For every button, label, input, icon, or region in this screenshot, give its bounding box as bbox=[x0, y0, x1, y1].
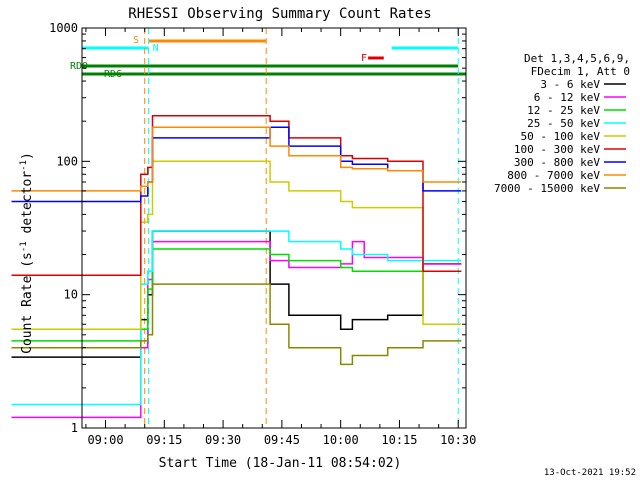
x-tick-label: 10:30 bbox=[440, 433, 476, 447]
interval-label-rd6: RD6 bbox=[104, 69, 122, 80]
y-tick-label: 10 bbox=[64, 288, 78, 302]
legend-entry-label: 100 - 300 keV bbox=[514, 143, 600, 156]
x-tick-label: 09:15 bbox=[146, 433, 182, 447]
legend: Det 1,3,4,5,6,9,FDecim 1, Att 03 - 6 keV… bbox=[494, 52, 630, 195]
series-line bbox=[11, 248, 462, 342]
y-axis-label: Count Rate (s-1 detector-1) bbox=[19, 152, 35, 354]
interval-label-s: S bbox=[133, 35, 139, 46]
x-axis-label: Start Time (18-Jan-11 08:54:02) bbox=[159, 456, 402, 471]
y-tick-label: 100 bbox=[56, 154, 78, 168]
series-line bbox=[11, 230, 462, 406]
legend-header-line: Det 1,3,4,5,6,9, bbox=[524, 52, 630, 65]
interval-label-f: F bbox=[361, 53, 367, 64]
legend-header-line: FDecim 1, Att 0 bbox=[531, 65, 630, 78]
plot-frame bbox=[81, 27, 467, 429]
series-line bbox=[11, 126, 462, 192]
interval-label-n: N bbox=[153, 43, 159, 54]
x-tick-label: 09:30 bbox=[205, 433, 241, 447]
y-tick-label: 1000 bbox=[49, 21, 78, 35]
series-line bbox=[11, 160, 462, 331]
x-tick-label: 10:15 bbox=[381, 433, 417, 447]
legend-entry-label: 3 - 6 keV bbox=[540, 78, 600, 91]
series-line bbox=[11, 283, 462, 366]
legend-entry-label: 800 - 7000 keV bbox=[507, 169, 600, 182]
plot-area: S N F RD0 RD6 bbox=[11, 28, 466, 428]
y-tick-label: 1 bbox=[71, 421, 78, 435]
chart-title: RHESSI Observing Summary Count Rates bbox=[128, 6, 431, 22]
x-tick-label: 09:00 bbox=[87, 433, 123, 447]
legend-entry-label: 7000 - 15000 keV bbox=[494, 182, 600, 195]
legend-entry-label: 50 - 100 keV bbox=[521, 130, 601, 143]
legend-entry-label: 25 - 50 keV bbox=[527, 117, 600, 130]
interval-label-rd0: RD0 bbox=[70, 61, 88, 72]
axes: 09:00 09:15 09:30 09:45 10:00 10:15 10:30 1 10 10… bbox=[49, 21, 476, 447]
legend-entry-label: 6 - 12 keV bbox=[534, 91, 601, 104]
timestamp: 13-Oct-2021 19:52 bbox=[544, 468, 636, 478]
y-axis-label-group: Count Rate (s-1 detector-1) bbox=[19, 152, 35, 354]
x-tick-label: 09:45 bbox=[264, 433, 300, 447]
legend-entry-label: 300 - 800 keV bbox=[514, 156, 600, 169]
legend-entry-label: 12 - 25 keV bbox=[527, 104, 600, 117]
x-tick-label: 10:00 bbox=[323, 433, 359, 447]
